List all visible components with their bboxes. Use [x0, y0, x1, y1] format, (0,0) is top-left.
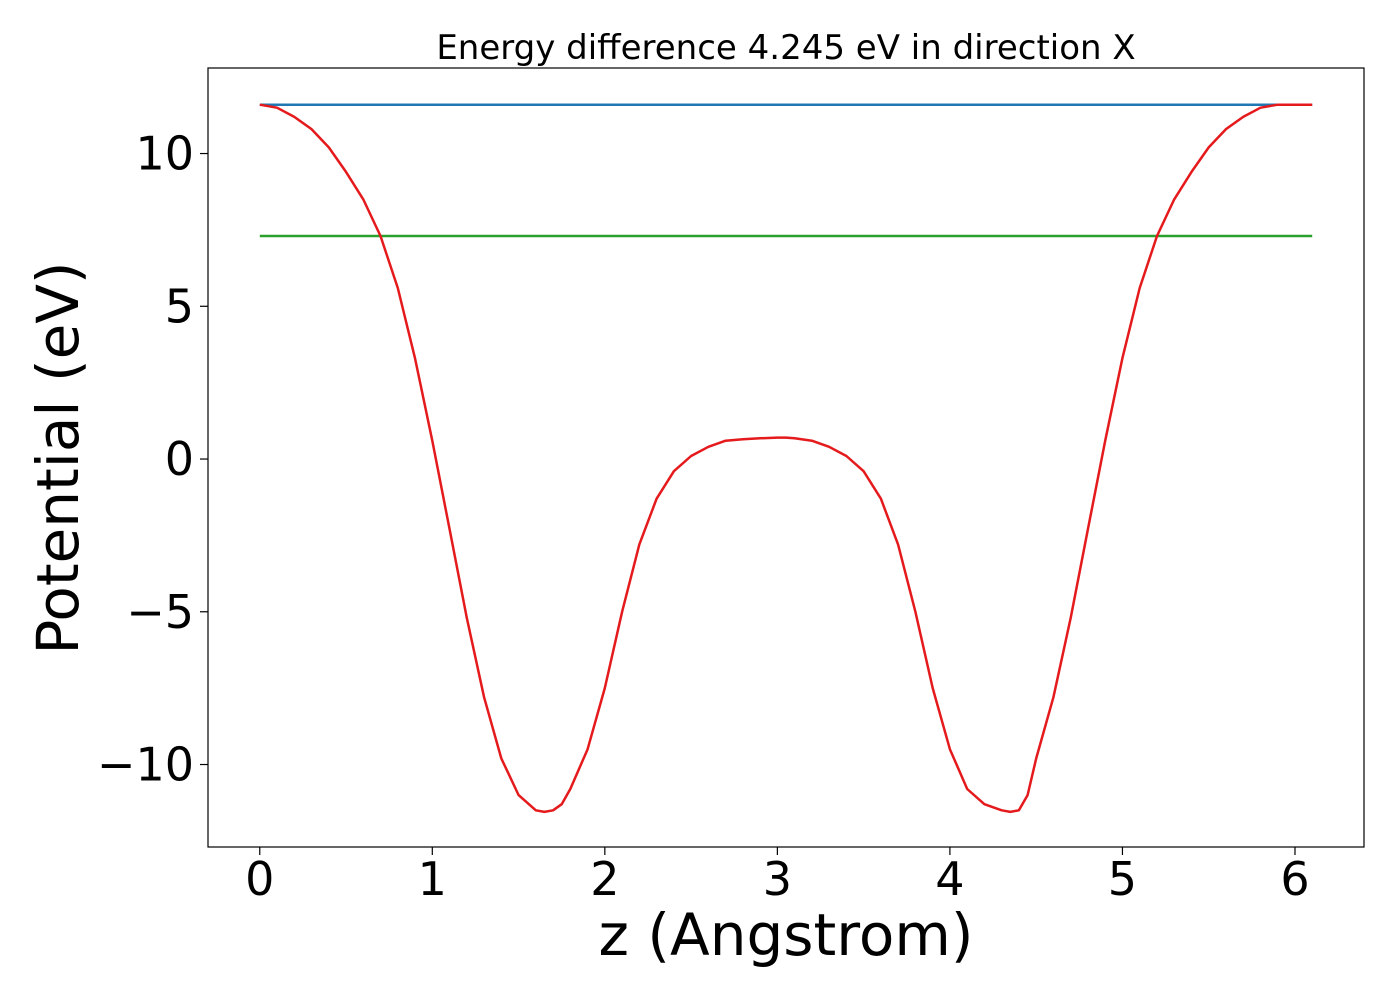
x-tick-label: 1	[418, 852, 447, 906]
y-axis-label: Potential (eV)	[24, 261, 92, 654]
series-line-2	[259, 103, 1313, 814]
chart-title: Energy difference 4.245 eV in direction …	[436, 28, 1135, 68]
plot-frame	[207, 67, 1365, 848]
x-tick-label: 6	[1280, 852, 1309, 906]
x-tick-label: 4	[935, 852, 964, 906]
x-tick-label: 2	[590, 852, 619, 906]
x-tick-label: 0	[245, 852, 274, 906]
y-tick-label: 5	[165, 279, 194, 333]
y-tick-label: 0	[165, 432, 194, 486]
y-tick-label: 10	[135, 127, 194, 181]
y-tick-label: −5	[126, 585, 194, 639]
plot-area: 0 1 2 3 4 5 6 −10 −5 0 5 10	[97, 67, 1365, 906]
x-tick-label: 3	[763, 852, 792, 906]
x-tick-label: 5	[1108, 852, 1137, 906]
x-axis-label: z (Angstrom)	[599, 901, 974, 969]
y-tick-label: −10	[97, 738, 194, 792]
